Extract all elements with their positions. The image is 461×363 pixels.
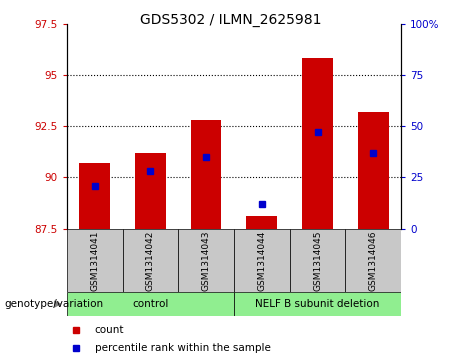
Text: GSM1314045: GSM1314045 [313,230,322,291]
Bar [67,229,123,292]
Text: GSM1314046: GSM1314046 [369,230,378,291]
Text: GSM1314044: GSM1314044 [257,230,266,291]
Bar [135,153,165,229]
Bar [247,216,277,229]
Text: GDS5302 / ILMN_2625981: GDS5302 / ILMN_2625981 [140,13,321,27]
Bar [67,292,234,316]
Bar [79,163,110,229]
Bar [358,112,389,229]
Text: count: count [95,325,124,335]
Text: control: control [132,299,169,309]
Bar [345,229,401,292]
Bar [178,229,234,292]
Text: NELF B subunit deletion: NELF B subunit deletion [255,299,380,309]
Bar [234,229,290,292]
Bar [234,292,401,316]
Bar [123,229,178,292]
Text: percentile rank within the sample: percentile rank within the sample [95,343,271,353]
Text: GSM1314041: GSM1314041 [90,230,99,291]
Bar [191,120,221,229]
Text: genotype/variation: genotype/variation [5,299,104,309]
Text: GSM1314043: GSM1314043 [201,230,211,291]
Bar [290,229,345,292]
Bar [302,58,333,229]
Text: GSM1314042: GSM1314042 [146,230,155,291]
